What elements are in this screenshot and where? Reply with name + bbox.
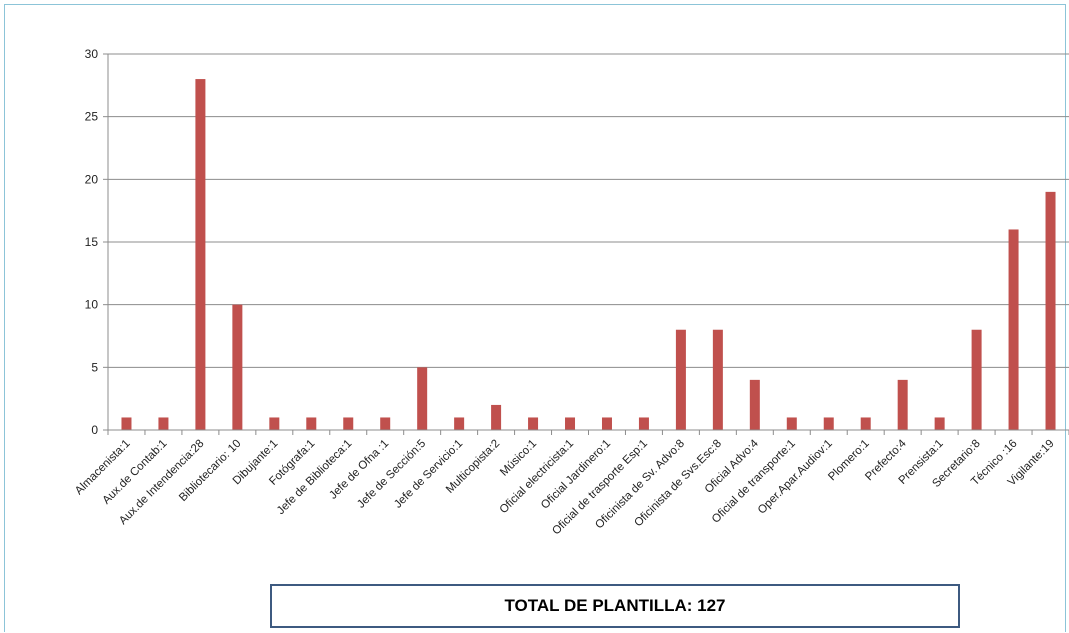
- y-axis-ticks: 0 5 10 15 20 25 30: [85, 47, 109, 437]
- y-tick-label: 10: [85, 298, 99, 312]
- x-tick-label: Jefe de Servicio:1: [392, 438, 465, 511]
- bar: [823, 417, 834, 430]
- y-tick-label: 30: [85, 47, 99, 61]
- bar: [491, 404, 502, 430]
- bar: [971, 329, 982, 430]
- y-tick-label: 25: [85, 110, 99, 124]
- bar: [786, 417, 797, 430]
- bar: [565, 417, 576, 430]
- y-tick-label: 0: [91, 423, 98, 437]
- bar: [860, 417, 871, 430]
- bar: [1045, 191, 1056, 430]
- bar: [417, 367, 428, 430]
- bar: [380, 417, 391, 430]
- chart-frame: [4, 4, 1066, 632]
- bar: [121, 417, 132, 430]
- x-tick-label: Oper.Apar.Audiov:1: [756, 438, 835, 517]
- bar: [269, 417, 280, 430]
- x-tick-label: Aux.de Contab:1: [100, 438, 169, 507]
- total-label: TOTAL DE PLANTILLA: 127: [504, 596, 726, 615]
- bar: [897, 379, 908, 430]
- x-axis: [107, 429, 1069, 435]
- bar: [232, 304, 243, 430]
- bar: [712, 329, 723, 430]
- bar: [675, 329, 686, 430]
- x-tick-label: Oficial Jardinero:1: [539, 438, 613, 512]
- bar: [528, 417, 539, 430]
- y-tick-label: 5: [91, 360, 98, 374]
- bar: [343, 417, 354, 430]
- bar: [195, 79, 206, 431]
- total-box: TOTAL DE PLANTILLA: 127: [270, 584, 960, 628]
- x-tick-label: Jefe de Sección:5: [355, 438, 428, 511]
- y-tick-label: 15: [85, 235, 99, 249]
- gridlines: [108, 53, 1069, 431]
- bar: [306, 417, 317, 430]
- bar: [601, 417, 612, 430]
- bar: [454, 417, 465, 430]
- y-tick-label: 20: [85, 172, 99, 186]
- bar: [638, 417, 649, 430]
- bars: [121, 79, 1056, 431]
- bar: [1008, 229, 1019, 430]
- bar: [749, 379, 760, 430]
- bar: [158, 417, 169, 430]
- bar: [934, 417, 945, 430]
